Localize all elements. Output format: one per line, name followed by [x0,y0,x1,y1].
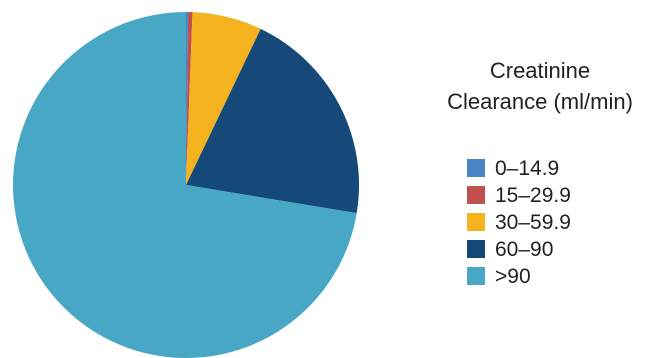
legend-label-3: 30–59.9 [495,211,571,234]
legend-swatch-5 [467,267,485,285]
pie-slice-5 [13,12,357,358]
legend-items: 0–14.9 15–29.9 30–59.9 60–90 >90 [467,157,571,288]
legend-swatch-3 [467,213,485,231]
legend-swatch-1 [467,159,485,177]
legend-swatch-2 [467,186,485,204]
legend-swatch-4 [467,240,485,258]
pie-slice-3 [186,12,261,186]
pie-slice-2 [186,12,193,186]
pie-slice-4 [186,28,360,214]
legend-title-line-1: Creatinine [490,58,590,83]
legend-label-1: 0–14.9 [495,157,559,180]
pie-slices [13,11,360,358]
legend-label-4: 60–90 [495,238,553,261]
legend-label-2: 15–29.9 [495,184,571,207]
legend-title-line-2: Clearance (ml/min) [447,89,633,114]
legend: Creatinine Clearance (ml/min) 0–14.9 15–2… [447,58,633,288]
pie-slice-1 [186,11,189,186]
legend-label-5: >90 [495,265,531,288]
